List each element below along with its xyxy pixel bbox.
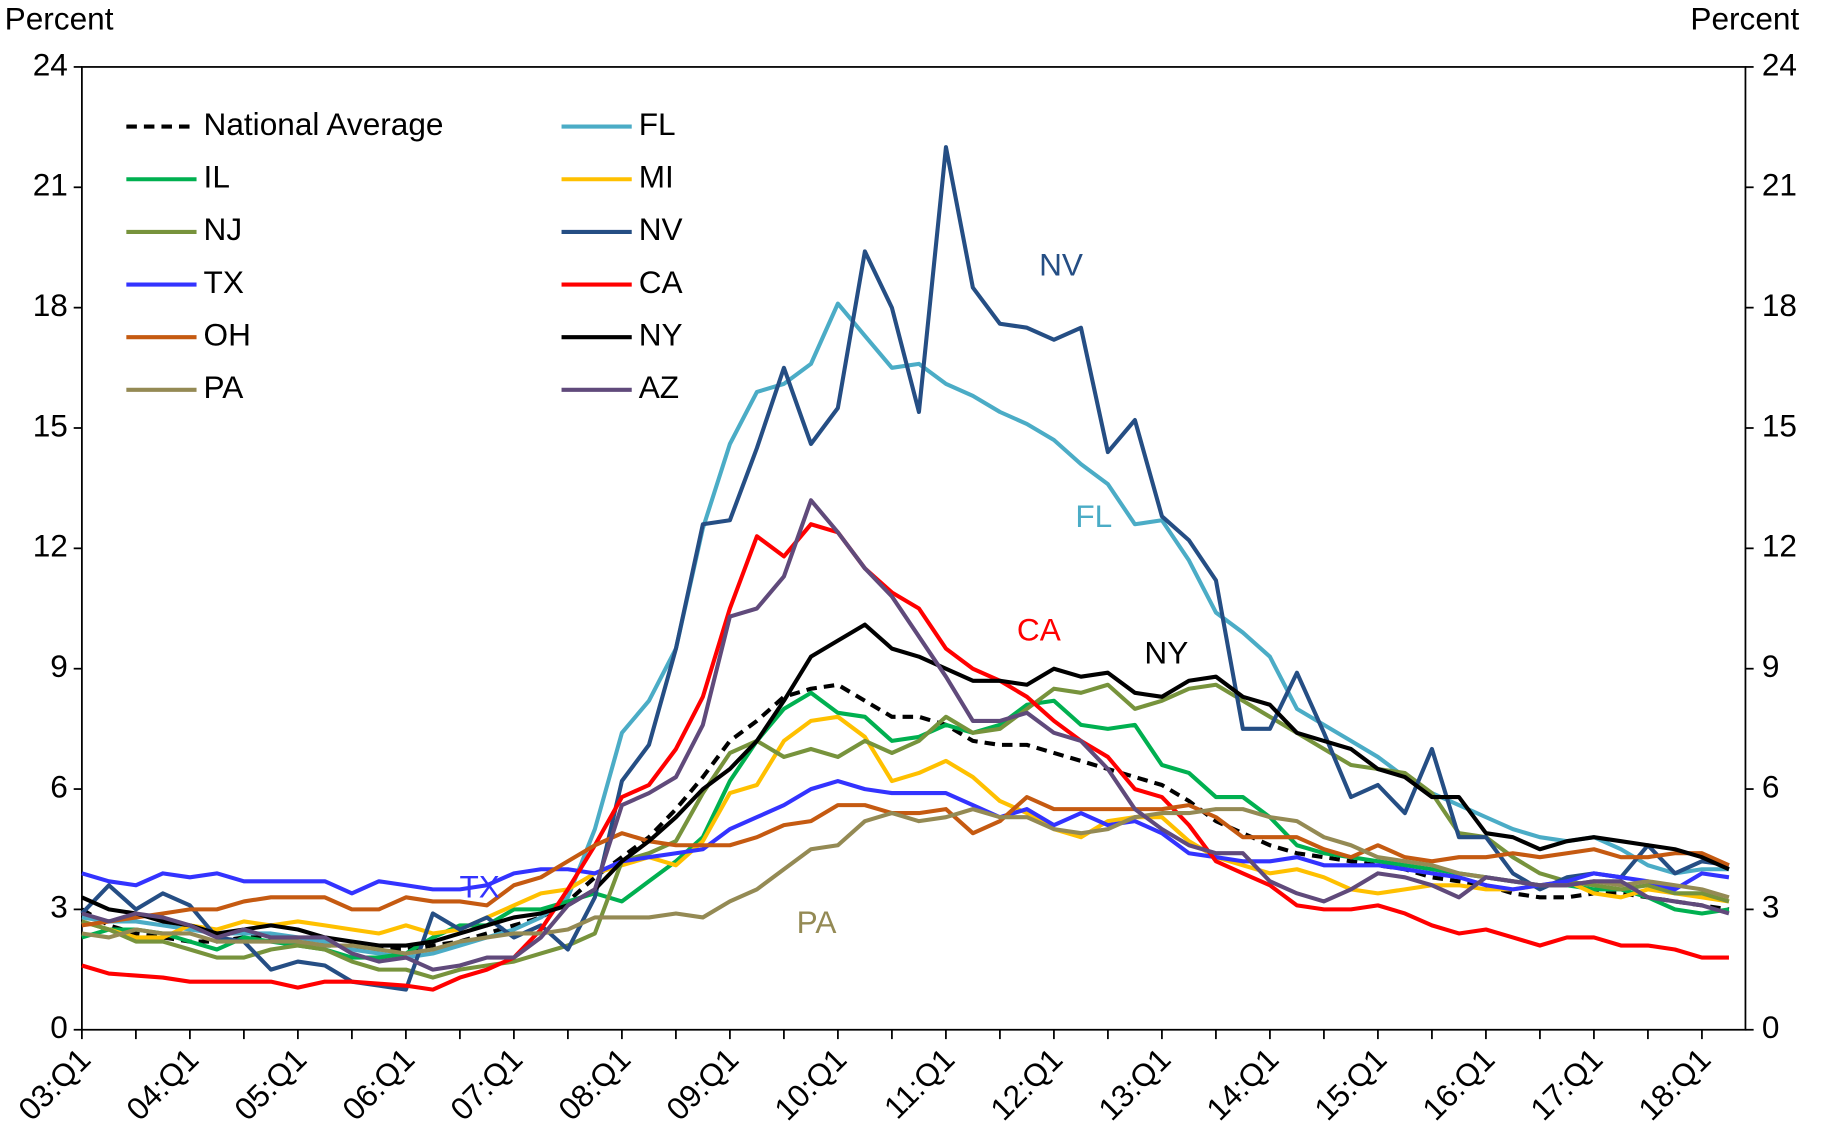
y-tick-label: 9 xyxy=(50,648,68,684)
series-line xyxy=(81,795,1730,928)
y-axis-label: Percent xyxy=(5,1,114,37)
y2-tick-label: 21 xyxy=(1762,167,1797,203)
y-tick-label: 12 xyxy=(33,528,68,564)
series-line xyxy=(81,807,1730,956)
y-tick-label: 18 xyxy=(33,287,68,323)
legend-label: FL xyxy=(639,106,676,142)
y2-tick-label: 18 xyxy=(1762,287,1797,323)
y-tick-label: 0 xyxy=(50,1009,68,1045)
y2-tick-label: 24 xyxy=(1762,46,1797,82)
legend-label: NJ xyxy=(204,211,243,247)
y-tick-label: 21 xyxy=(33,167,68,203)
annotation: NV xyxy=(1039,246,1083,282)
series-line xyxy=(81,522,1729,992)
legend-label: National Average xyxy=(204,106,444,142)
annotation: TX xyxy=(459,869,499,905)
y-tick-label: 6 xyxy=(50,768,68,804)
y-tick-label: 24 xyxy=(33,46,68,82)
annotation: CA xyxy=(1017,611,1061,647)
annotation: PA xyxy=(797,904,837,940)
annotation: NY xyxy=(1144,635,1188,671)
series-line xyxy=(81,778,1730,896)
legend-label: OH xyxy=(204,317,251,353)
legend-label: NV xyxy=(639,211,683,247)
y2-tick-label: 15 xyxy=(1762,407,1797,443)
y2-tick-label: 9 xyxy=(1762,648,1780,684)
annotation: FL xyxy=(1075,498,1112,534)
y2-tick-label: 0 xyxy=(1762,1009,1780,1045)
series-line xyxy=(81,622,1730,948)
y-tick-label: 3 xyxy=(50,889,68,925)
y2-tick-label: 6 xyxy=(1762,768,1780,804)
y2-tick-label: 12 xyxy=(1762,528,1797,564)
legend-label: CA xyxy=(639,264,683,300)
legend-label: IL xyxy=(204,159,230,195)
y-tick-label: 15 xyxy=(33,407,68,443)
y2-tick-label: 3 xyxy=(1762,889,1780,925)
legend-label: PA xyxy=(204,369,244,405)
legend-label: NY xyxy=(639,317,683,353)
legend-label: TX xyxy=(204,264,244,300)
legend-label: AZ xyxy=(639,369,679,405)
series-line xyxy=(81,498,1730,972)
legend-label: MI xyxy=(639,159,674,195)
series-line xyxy=(81,714,1730,940)
y2-axis-label: Percent xyxy=(1690,1,1799,37)
